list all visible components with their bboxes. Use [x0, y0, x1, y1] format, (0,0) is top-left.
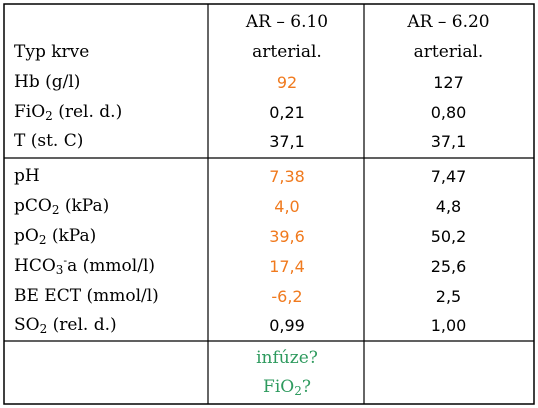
row-hco3-value-2: 25,6: [430, 257, 467, 276]
row-label-text: HCO: [14, 256, 56, 276]
row-label-subscript: 2: [45, 109, 53, 123]
row-label-rest: (rel. d.): [47, 315, 117, 335]
row-label-fio2: FiO2 (rel. d.): [14, 98, 122, 127]
row-ph-value-1: 7,38: [269, 167, 305, 186]
col1-title: AR – 6.10: [245, 12, 329, 32]
row-label-hco3: HCO3-a (mmol/l): [14, 252, 155, 281]
row-be-ect-value-2: 2,5: [435, 287, 462, 306]
row-label-ph: pH: [14, 162, 40, 191]
row-label-be-ect: BE ECT (mmol/l): [14, 282, 159, 311]
row-label-text: SO: [14, 315, 40, 335]
row-so2-value-1: 0,99: [269, 316, 305, 335]
note-fio2-rest: ?: [301, 377, 311, 397]
row-label-superscript: -: [63, 254, 68, 267]
row-label-text: pO: [14, 226, 39, 246]
note-fio2: FiO2?: [212, 373, 362, 402]
row-temp-value-1: 37,1: [269, 132, 305, 151]
blood-type-label: Typ krve: [14, 42, 90, 62]
row-fio2-value-1: 0,21: [269, 103, 305, 122]
row-hb-value-1: 92: [276, 73, 298, 92]
row-so2-value-2: 1,00: [430, 316, 467, 335]
row-label-subscript: 3: [55, 263, 64, 277]
row-ph-value-2: 7,47: [430, 167, 467, 186]
row-label-subscript: 2: [51, 203, 60, 217]
row-label-text: Hb (g/l): [14, 72, 81, 92]
row-hco3-value-1: 17,4: [269, 257, 305, 276]
note-infusion: infúze?: [256, 348, 318, 368]
row-label-rest: (kPa): [46, 226, 97, 246]
row-label-temp: T (st. C): [14, 127, 83, 156]
row-label-po2: pO2 (kPa): [14, 222, 96, 251]
row-label-text: pH: [14, 166, 40, 186]
row-label-pco2: pCO2 (kPa): [14, 192, 109, 221]
col1-blood-type: arterial.: [252, 42, 322, 62]
row-label-subscript: 2: [39, 322, 48, 336]
row-label-hb: Hb (g/l): [14, 68, 80, 97]
row-label-text: FiO: [14, 102, 46, 122]
note-fio2-text: FiO: [263, 377, 295, 397]
row-label-rest: a (mmol/l): [67, 256, 156, 276]
row-label-subscript: 2: [38, 233, 47, 247]
row-label-text: T (st. C): [14, 131, 84, 151]
row-po2-value-2: 50,2: [430, 227, 467, 246]
col2-title: AR – 6.20: [407, 12, 490, 32]
row-pco2-value-1: 4,0: [274, 197, 300, 216]
note-fio2-subscript: 2: [294, 384, 302, 398]
row-label-text: pCO: [14, 196, 52, 216]
row-pco2-value-2: 4,8: [435, 197, 462, 216]
row-label-rest: (rel. d.): [52, 102, 123, 122]
row-be-ect-value-1: -6,2: [271, 287, 303, 306]
row-fio2-value-2: 0,80: [430, 103, 467, 122]
row-po2-value-1: 39,6: [269, 227, 305, 246]
row-temp-value-2: 37,1: [430, 132, 467, 151]
row-hb-value-2: 127: [433, 73, 464, 92]
col2-blood-type: arterial.: [413, 42, 484, 62]
row-label-text: BE ECT (mmol/l): [14, 286, 159, 306]
row-label-so2: SO2 (rel. d.): [14, 311, 117, 340]
row-label-rest: (kPa): [59, 196, 110, 216]
